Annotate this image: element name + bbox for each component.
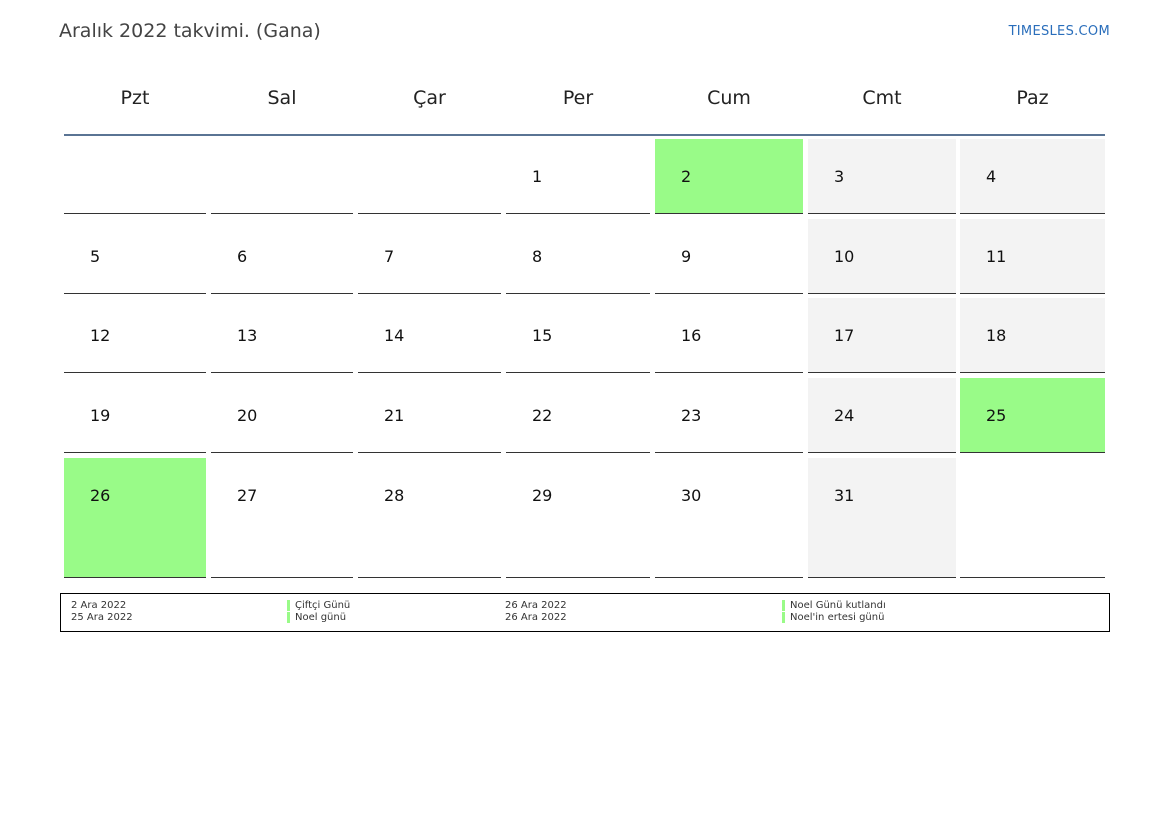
day-number: 8 [532, 247, 543, 266]
day-number: 29 [532, 486, 553, 505]
day-number: 27 [237, 486, 258, 505]
day-cell-5[interactable]: 5 [64, 219, 206, 294]
day-number: 16 [681, 326, 702, 345]
weekday-3: Çar [413, 87, 446, 109]
day-cell-4[interactable]: 4 [960, 139, 1105, 214]
day-cell-17[interactable]: 17 [808, 298, 956, 373]
day-number: 28 [384, 486, 405, 505]
empty-day-cell [211, 139, 353, 214]
weekday-header-row: Pzt Sal Çar Per Cum Cmt Paz [64, 62, 1105, 136]
day-cell-22[interactable]: 22 [506, 378, 650, 453]
day-cell-29[interactable]: 29 [506, 458, 650, 578]
day-number: 24 [834, 406, 855, 425]
day-cell-20[interactable]: 20 [211, 378, 353, 453]
day-number: 5 [90, 247, 101, 266]
day-cell-15[interactable]: 15 [506, 298, 650, 373]
day-number: 7 [384, 247, 395, 266]
day-cell-18[interactable]: 18 [960, 298, 1105, 373]
day-number: 23 [681, 406, 702, 425]
day-number: 26 [90, 486, 111, 505]
day-cell-7[interactable]: 7 [358, 219, 501, 294]
day-cell-28[interactable]: 28 [358, 458, 501, 578]
day-cell-11[interactable]: 11 [960, 219, 1105, 294]
day-number: 19 [90, 406, 111, 425]
day-number: 30 [681, 486, 702, 505]
legend-date: 25 Ara 2022 [71, 612, 133, 623]
day-cell-23[interactable]: 23 [655, 378, 803, 453]
day-cell-25[interactable]: 25 [960, 378, 1105, 453]
day-number: 2 [681, 167, 692, 186]
day-cell-30[interactable]: 30 [655, 458, 803, 578]
weekday-5: Cum [707, 87, 751, 109]
day-cell-9[interactable]: 9 [655, 219, 803, 294]
legend-date: 26 Ara 2022 [505, 612, 567, 623]
day-number: 13 [237, 326, 258, 345]
day-cell-2[interactable]: 2 [655, 139, 803, 214]
day-cell-31[interactable]: 31 [808, 458, 956, 578]
day-cell-19[interactable]: 19 [64, 378, 206, 453]
legend-holiday-name: Noel'in ertesi günü [782, 612, 884, 623]
day-cell-21[interactable]: 21 [358, 378, 501, 453]
day-number: 25 [986, 406, 1007, 425]
weekday-1: Pzt [120, 87, 150, 109]
legend-date: 26 Ara 2022 [505, 600, 567, 611]
day-number: 17 [834, 326, 855, 345]
day-cell-3[interactable]: 3 [808, 139, 956, 214]
day-number: 12 [90, 326, 111, 345]
day-number: 31 [834, 486, 855, 505]
day-cell-24[interactable]: 24 [808, 378, 956, 453]
day-number: 11 [986, 247, 1007, 266]
empty-day-cell [64, 139, 206, 214]
empty-day-cell [358, 139, 501, 214]
day-number: 15 [532, 326, 553, 345]
day-number: 9 [681, 247, 692, 266]
day-number: 3 [834, 167, 845, 186]
day-cell-1[interactable]: 1 [506, 139, 650, 214]
weekday-7: Paz [1016, 87, 1049, 109]
holiday-legend: 2 Ara 2022 Çiftçi Günü 25 Ara 2022 Noel gün… [60, 593, 1110, 632]
weekday-2: Sal [267, 87, 297, 109]
day-cell-13[interactable]: 13 [211, 298, 353, 373]
day-cell-14[interactable]: 14 [358, 298, 501, 373]
day-cell-27[interactable]: 27 [211, 458, 353, 578]
empty-day-cell [960, 458, 1105, 578]
legend-holiday-name: Noel günü [287, 612, 346, 623]
legend-holiday-name: Noel Günü kutlandı [782, 600, 886, 611]
weekday-6: Cmt [862, 87, 902, 109]
day-number: 22 [532, 406, 553, 425]
day-cell-6[interactable]: 6 [211, 219, 353, 294]
day-number: 18 [986, 326, 1007, 345]
day-number: 4 [986, 167, 997, 186]
day-cell-26[interactable]: 26 [64, 458, 206, 578]
weekday-4: Per [562, 87, 594, 109]
day-number: 1 [532, 167, 543, 186]
day-cell-10[interactable]: 10 [808, 219, 956, 294]
page-title: Aralık 2022 takvimi. (Gana) [59, 20, 321, 42]
site-link[interactable]: TIMESLES.COM [1008, 24, 1110, 39]
day-number: 21 [384, 406, 405, 425]
day-number: 10 [834, 247, 855, 266]
legend-date: 2 Ara 2022 [71, 600, 127, 611]
day-cell-8[interactable]: 8 [506, 219, 650, 294]
day-cell-12[interactable]: 12 [64, 298, 206, 373]
day-number: 6 [237, 247, 248, 266]
day-cell-16[interactable]: 16 [655, 298, 803, 373]
day-number: 20 [237, 406, 258, 425]
day-number: 14 [384, 326, 405, 345]
legend-holiday-name: Çiftçi Günü [287, 600, 350, 611]
